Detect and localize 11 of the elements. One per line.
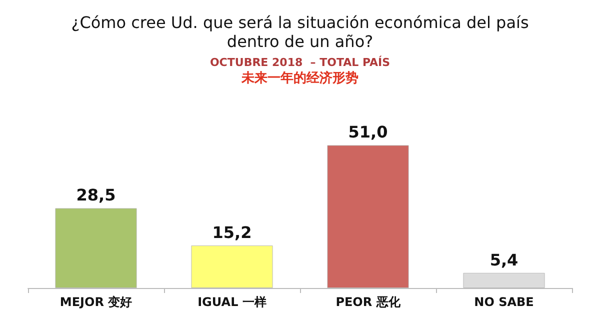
data-label: 15,2 [212,222,252,242]
text: 未来一年的经济形势 [240,70,358,86]
x-tick-label: MEJOR 变好 [60,295,132,309]
x-tick-label: PEOR 恶化 [336,295,402,309]
data-label: 5,4 [490,250,518,270]
x-tick-label: NO SABE [474,295,534,309]
chart-title: ¿Cómo cree Ud. que será la situación económica del país dentro de un año? [71,13,529,51]
x-tick-label: IGUAL 一样 [198,295,266,309]
chart-subtitle: OCTUBRE 2018 – TOTAL PAÍS [210,55,390,69]
data-label: 51,0 [348,122,388,142]
data-label: 28,5 [76,186,116,205]
